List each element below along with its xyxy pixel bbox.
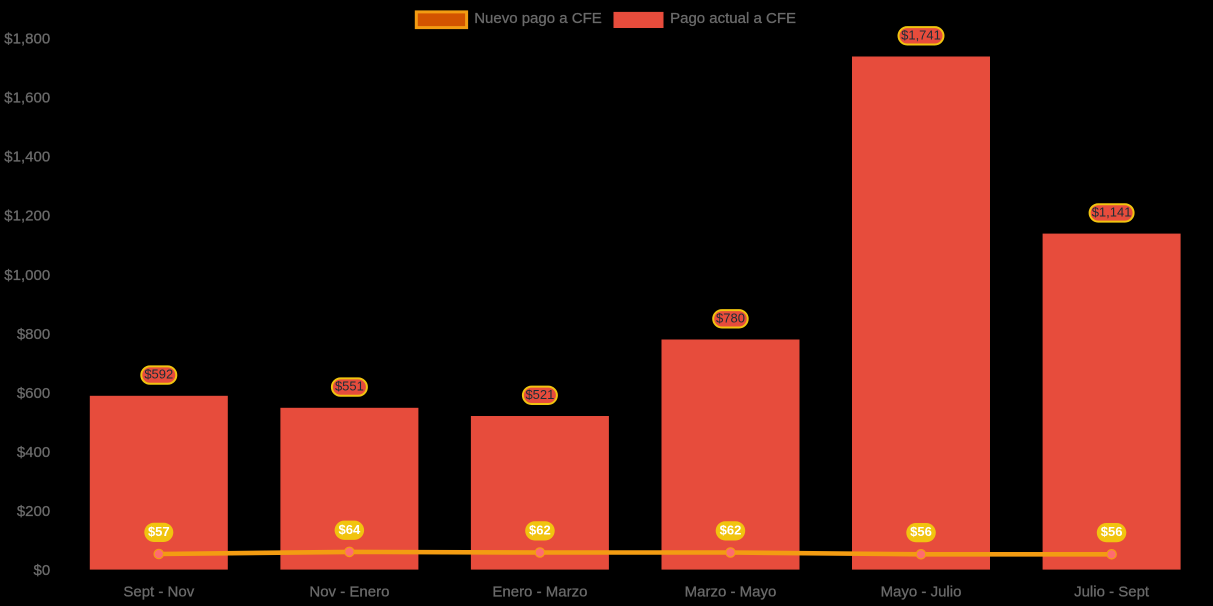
svg-text:$400: $400: [17, 444, 50, 461]
svg-text:Mayo - Julio: Mayo - Julio: [881, 584, 962, 601]
svg-text:Pago actual a CFE: Pago actual a CFE: [670, 10, 796, 27]
svg-text:$1,800: $1,800: [4, 31, 50, 48]
svg-text:$600: $600: [17, 385, 50, 402]
svg-text:$592: $592: [144, 367, 173, 382]
svg-text:Nuevo pago a CFE: Nuevo pago a CFE: [474, 10, 602, 27]
svg-text:Enero - Marzo: Enero - Marzo: [492, 584, 587, 601]
svg-text:$56: $56: [910, 524, 932, 539]
svg-text:$62: $62: [529, 522, 551, 537]
svg-text:$1,000: $1,000: [4, 267, 50, 284]
svg-text:Julio - Sept: Julio - Sept: [1074, 584, 1150, 601]
svg-text:$200: $200: [17, 503, 50, 520]
svg-text:Nov - Enero: Nov - Enero: [309, 584, 389, 601]
svg-text:$62: $62: [720, 522, 742, 537]
svg-text:$57: $57: [148, 524, 170, 539]
svg-text:$551: $551: [335, 379, 364, 394]
svg-text:$1,200: $1,200: [4, 208, 50, 225]
svg-text:$1,741: $1,741: [901, 27, 941, 42]
svg-text:$780: $780: [716, 310, 745, 325]
svg-text:$1,600: $1,600: [4, 90, 50, 107]
svg-text:$0: $0: [34, 562, 51, 579]
svg-text:$1,141: $1,141: [1092, 204, 1132, 219]
svg-text:Sept - Nov: Sept - Nov: [123, 584, 194, 601]
svg-text:$800: $800: [17, 326, 50, 343]
svg-text:$64: $64: [339, 522, 361, 537]
svg-text:$56: $56: [1101, 524, 1123, 539]
svg-text:Marzo - Mayo: Marzo - Mayo: [685, 584, 777, 601]
svg-text:$521: $521: [525, 387, 554, 402]
svg-text:$1,400: $1,400: [4, 149, 50, 166]
